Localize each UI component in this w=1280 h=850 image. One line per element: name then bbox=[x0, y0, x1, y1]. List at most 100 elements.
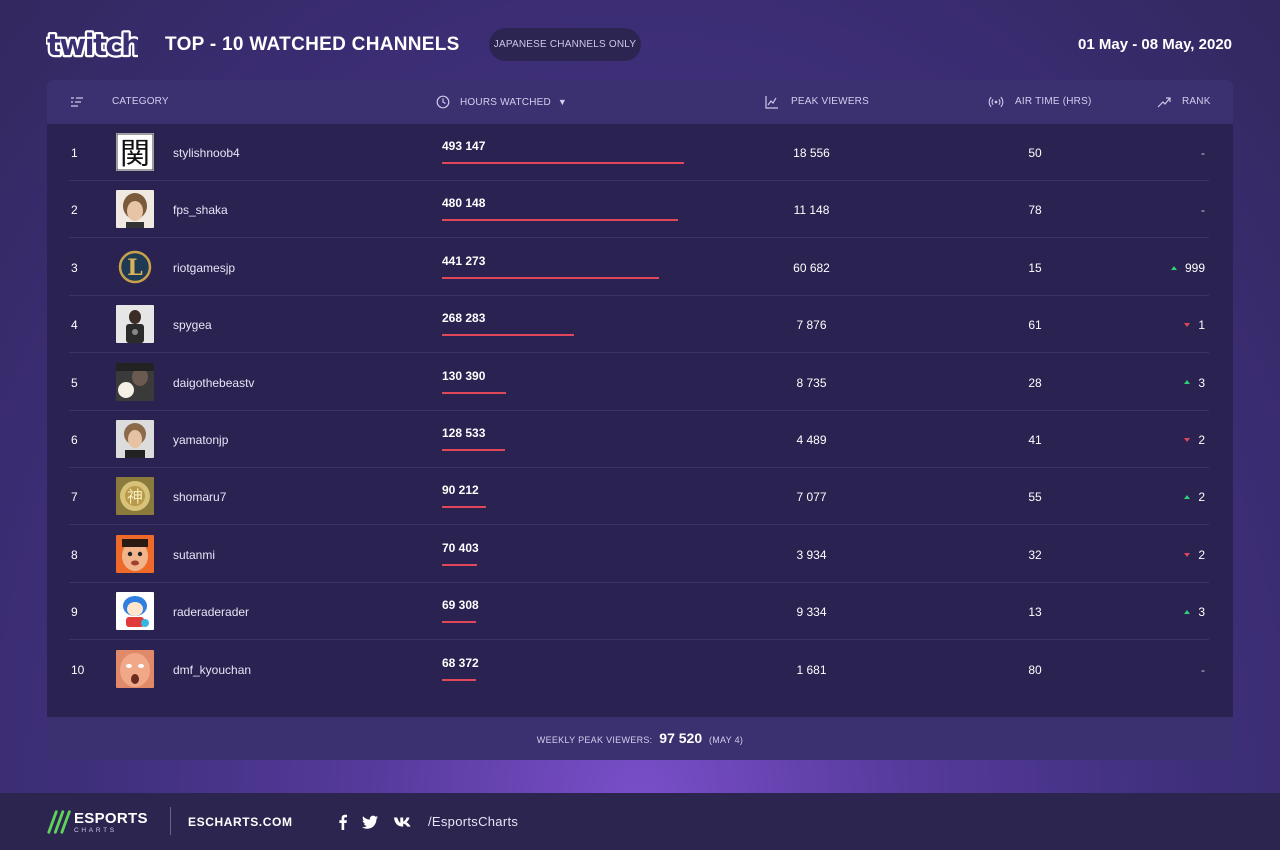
rank-change: - bbox=[1159, 146, 1209, 160]
peak-chart-icon bbox=[765, 96, 778, 109]
channel-name[interactable]: stylishnoob4 bbox=[173, 146, 240, 160]
site-link[interactable]: ESCHARTS.COM bbox=[188, 815, 293, 829]
rank-number: 1 bbox=[71, 146, 78, 160]
table-row[interactable]: 2 fps_shaka 480 148 11 148 78 - bbox=[69, 181, 1209, 239]
channel-avatar[interactable] bbox=[116, 534, 154, 573]
table-row[interactable]: 1 関 stylishnoob4 493 147 18 556 50 - bbox=[69, 124, 1209, 181]
peak-viewers-value: 7 077 bbox=[796, 490, 827, 505]
hours-watched-bar bbox=[442, 334, 574, 337]
hours-watched-value: 441 273 bbox=[442, 253, 486, 268]
sort-lines-icon[interactable] bbox=[69, 94, 85, 110]
table-row[interactable]: 6 yamatonjp 128 533 4 489 41 2 bbox=[69, 411, 1209, 468]
peak-viewers-value: 3 934 bbox=[796, 547, 827, 562]
brand-name: ESPORTS bbox=[74, 810, 148, 827]
channel-name[interactable]: yamatonjp bbox=[173, 433, 229, 447]
rank-change-value: 3 bbox=[1198, 375, 1205, 390]
channel-name[interactable]: raderaderader bbox=[173, 605, 250, 620]
column-hours-watched[interactable]: HOURS WATCHED ▼ bbox=[460, 80, 567, 124]
peak-viewers-value: 11 148 bbox=[793, 203, 830, 218]
air-time-value: 41 bbox=[1028, 433, 1042, 447]
hours-watched-bar bbox=[442, 678, 476, 681]
footer-divider bbox=[170, 807, 171, 835]
table-row[interactable]: 9 raderaderader 69 308 9 334 13 3 bbox=[69, 583, 1209, 641]
hours-watched-value: 128 533 bbox=[442, 426, 486, 440]
page-title: TOP - 10 WATCHED CHANNELS bbox=[165, 34, 460, 55]
rank-number: 10 bbox=[71, 662, 85, 677]
channel-name[interactable]: shomaru7 bbox=[173, 490, 227, 505]
esports-charts-logo-icon[interactable] bbox=[46, 808, 74, 836]
rank-up-arrow-icon bbox=[1184, 610, 1191, 615]
air-time-value: 28 bbox=[1028, 375, 1042, 390]
weekly-peak-label: WEEKLY PEAK VIEWERS: bbox=[536, 735, 653, 745]
air-time-value: 78 bbox=[1028, 203, 1042, 218]
rank-number: 3 bbox=[71, 260, 78, 275]
channel-avatar[interactable]: 神 bbox=[116, 477, 154, 516]
hours-watched-bar bbox=[442, 621, 476, 624]
hours-watched-value: 69 308 bbox=[442, 598, 479, 613]
rank-number: 6 bbox=[71, 433, 78, 447]
facebook-icon[interactable] bbox=[334, 813, 352, 831]
hours-watched-bar bbox=[442, 506, 486, 509]
channel-avatar[interactable] bbox=[116, 362, 154, 401]
column-air-time[interactable]: AIR TIME (HRS) bbox=[1015, 96, 1092, 107]
clock-icon bbox=[436, 95, 450, 109]
table-body: 1 関 stylishnoob4 493 147 18 556 50-2 fps_shaka… bbox=[47, 124, 1233, 717]
rank-number: 9 bbox=[71, 605, 78, 620]
channel-filter-pill[interactable]: JAPANESE CHANNELS ONLY bbox=[489, 28, 641, 61]
social-handle[interactable]: /EsportsCharts bbox=[428, 814, 519, 829]
twitch-logo-text: twitch bbox=[47, 28, 138, 62]
rank-change-value: - bbox=[1201, 203, 1205, 218]
table-row[interactable]: 8 sutanmi 70 403 3 934 32 2 bbox=[69, 526, 1209, 583]
channel-avatar[interactable] bbox=[116, 190, 154, 229]
rank-change: - bbox=[1159, 203, 1209, 217]
brand-subtitle: CHARTS bbox=[74, 827, 117, 834]
table-row[interactable]: 7 神 shomaru7 90 212 7 077 55 2 bbox=[69, 468, 1209, 526]
channel-avatar[interactable] bbox=[116, 420, 154, 458]
hours-watched-bar bbox=[442, 391, 506, 394]
peak-viewers-value: 1 681 bbox=[796, 662, 827, 677]
weekly-peak-value: 97 520 bbox=[659, 730, 703, 746]
footer-bar: ESPORTS CHARTS ESCHARTS.COM /EsportsChar… bbox=[0, 793, 1280, 850]
column-peak-viewers[interactable]: PEAK VIEWERS bbox=[791, 96, 869, 107]
twitter-icon[interactable] bbox=[361, 813, 379, 831]
column-rank[interactable]: RANK bbox=[1182, 96, 1211, 107]
twitch-logo[interactable]: twitch bbox=[46, 28, 138, 62]
channel-avatar[interactable] bbox=[116, 305, 154, 344]
rank-change: 1 bbox=[1159, 318, 1209, 332]
vk-icon[interactable] bbox=[393, 813, 415, 831]
channel-name[interactable]: dmf_kyouchan bbox=[173, 662, 252, 677]
column-category[interactable]: CATEGORY bbox=[112, 96, 169, 107]
channel-name[interactable]: fps_shaka bbox=[173, 203, 228, 218]
hours-watched-value: 68 372 bbox=[442, 655, 479, 670]
hours-watched-bar bbox=[442, 219, 678, 222]
channel-name[interactable]: daigothebeastv bbox=[173, 375, 255, 390]
weekly-peak-date: (MAY 4) bbox=[708, 735, 744, 745]
channel-name[interactable]: riotgamesjp bbox=[173, 260, 236, 275]
channel-avatar[interactable] bbox=[116, 592, 154, 631]
channel-name[interactable]: spygea bbox=[173, 318, 212, 333]
rank-change-value: 1 bbox=[1198, 318, 1205, 333]
table-row[interactable]: 10 dmf_kyouchan 68 372 1 681 80 - bbox=[69, 641, 1209, 698]
trend-up-icon bbox=[1157, 97, 1171, 108]
sort-desc-icon: ▼ bbox=[557, 97, 568, 107]
peak-viewers-value: 7 876 bbox=[796, 318, 827, 333]
channel-avatar[interactable]: L bbox=[116, 247, 154, 286]
air-time-value: 61 bbox=[1028, 318, 1042, 333]
rank-number: 5 bbox=[71, 375, 78, 390]
air-time-value: 80 bbox=[1028, 662, 1042, 677]
table-row[interactable]: 4 spygea 268 283 7 876 61 1 bbox=[69, 296, 1209, 354]
peak-viewers-value: 4 489 bbox=[796, 433, 827, 447]
rank-down-arrow-icon bbox=[1184, 323, 1191, 328]
table-row[interactable]: 5 daigothebeastv 130 390 8 735 28 3 bbox=[69, 354, 1209, 411]
rank-change: 2 bbox=[1159, 490, 1209, 504]
rank-number: 7 bbox=[71, 490, 78, 505]
rank-down-arrow-icon bbox=[1184, 437, 1191, 442]
hours-watched-value: 130 390 bbox=[442, 368, 486, 383]
channel-avatar[interactable]: 関 bbox=[116, 133, 154, 171]
channel-name[interactable]: sutanmi bbox=[173, 547, 216, 562]
hours-watched-bar bbox=[442, 449, 505, 451]
hours-watched-value: 90 212 bbox=[442, 483, 479, 498]
channel-avatar[interactable] bbox=[116, 649, 154, 688]
hours-watched-value: 493 147 bbox=[442, 139, 486, 153]
